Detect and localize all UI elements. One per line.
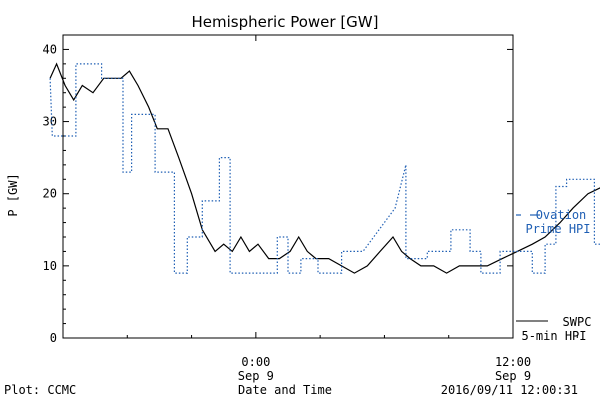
footer-credit: Plot: CCMC	[4, 383, 76, 397]
series-layer	[49, 62, 600, 274]
series-line-ovation	[49, 63, 600, 274]
legend-label-swpc-line2: 5-min HPI	[521, 329, 586, 343]
y-tick-label: 10	[43, 259, 57, 273]
plot-border	[62, 34, 514, 339]
footer-timestamp: 2016/09/11 12:00:31	[441, 383, 578, 397]
y-tick-label: 40	[43, 42, 57, 56]
y-tick-label: 20	[43, 187, 57, 201]
plot-frame	[62, 34, 514, 339]
y-tick-label: 30	[43, 115, 57, 129]
x-axis-label: Date and Time	[238, 383, 332, 397]
legend-label-swpc-line1: SWPC	[563, 315, 592, 329]
x-tick-label-time: 12:00	[495, 355, 531, 369]
x-tick-label-date: Sep 9	[238, 369, 274, 383]
x-tick-label-time: 0:00	[241, 355, 270, 369]
x-tick-label-date: Sep 9	[495, 369, 531, 383]
legend-label-ovation-line2: Prime HPI	[525, 222, 590, 236]
y-axis-label: P [GW]	[6, 173, 20, 216]
legend-label-ovation-line1: Ovation	[536, 208, 587, 222]
series-line-swpc	[49, 62, 600, 274]
y-axis: 0 10 20 30 40	[43, 34, 513, 345]
y-tick-label: 0	[50, 331, 57, 345]
chart-title: Hemispheric Power [GW]	[192, 13, 379, 31]
